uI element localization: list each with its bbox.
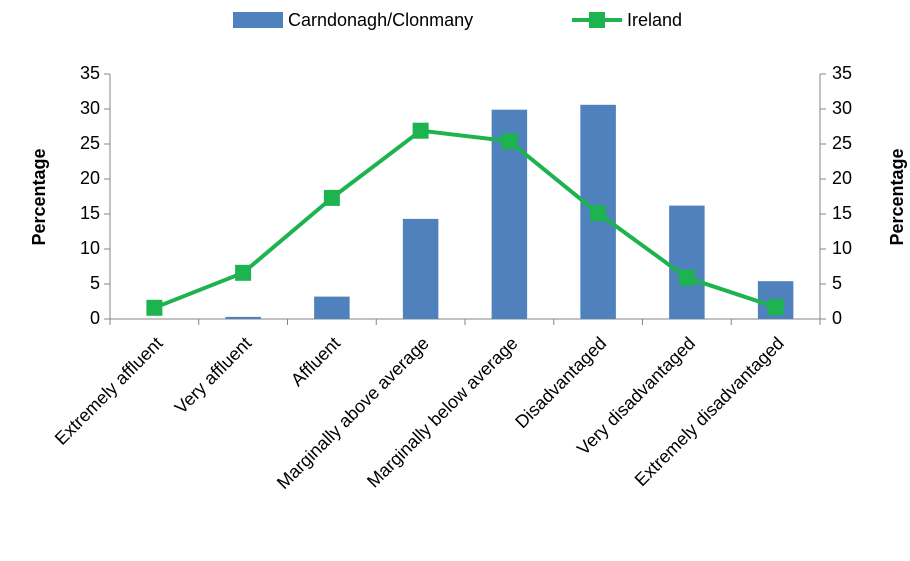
bar bbox=[669, 205, 705, 319]
x-tick-label: Very affluent bbox=[171, 333, 256, 418]
marker bbox=[501, 133, 518, 150]
y2-tick-label: 10 bbox=[832, 238, 852, 258]
y2-tick-label: 30 bbox=[832, 98, 852, 118]
x-tick-label: Marginally above average bbox=[273, 333, 433, 493]
x-tick-label: Affluent bbox=[287, 333, 344, 390]
y-tick-label: 10 bbox=[80, 238, 100, 258]
legend-label: Ireland bbox=[627, 10, 682, 30]
x-tick-label: Disadvantaged bbox=[511, 333, 610, 432]
line bbox=[153, 128, 777, 310]
x-tick-label: Extremely affluent bbox=[51, 333, 167, 449]
y2-axis-title: Percentage bbox=[887, 148, 907, 245]
legend-marker bbox=[589, 12, 605, 28]
y-tick-label: 25 bbox=[80, 133, 100, 153]
y2-tick-label: 0 bbox=[832, 308, 842, 328]
y2-tick-label: 15 bbox=[832, 203, 852, 223]
y-axis-title: Percentage bbox=[29, 148, 49, 245]
marker bbox=[767, 299, 784, 316]
marker bbox=[146, 299, 163, 316]
marker bbox=[590, 205, 607, 222]
y-tick-label: 15 bbox=[80, 203, 100, 223]
x-tick-label: Marginally below average bbox=[363, 333, 521, 491]
y-tick-label: 35 bbox=[80, 63, 100, 83]
marker bbox=[323, 189, 340, 206]
y-tick-label: 0 bbox=[90, 308, 100, 328]
y2-tick-label: 5 bbox=[832, 273, 842, 293]
y2-tick-label: 25 bbox=[832, 133, 852, 153]
marker bbox=[235, 264, 252, 281]
legend-label: Carndonagh/Clonmany bbox=[288, 10, 473, 30]
y-tick-label: 30 bbox=[80, 98, 100, 118]
bar bbox=[225, 316, 261, 319]
x-tick-label: Extremely disadvantaged bbox=[631, 333, 788, 490]
marker bbox=[678, 269, 695, 286]
y-tick-label: 20 bbox=[80, 168, 100, 188]
bar bbox=[314, 296, 350, 319]
y2-tick-label: 20 bbox=[832, 168, 852, 188]
marker bbox=[412, 122, 429, 139]
y2-tick-label: 35 bbox=[832, 63, 852, 83]
y-tick-label: 5 bbox=[90, 273, 100, 293]
bar bbox=[402, 218, 439, 319]
legend-swatch bbox=[233, 12, 283, 28]
